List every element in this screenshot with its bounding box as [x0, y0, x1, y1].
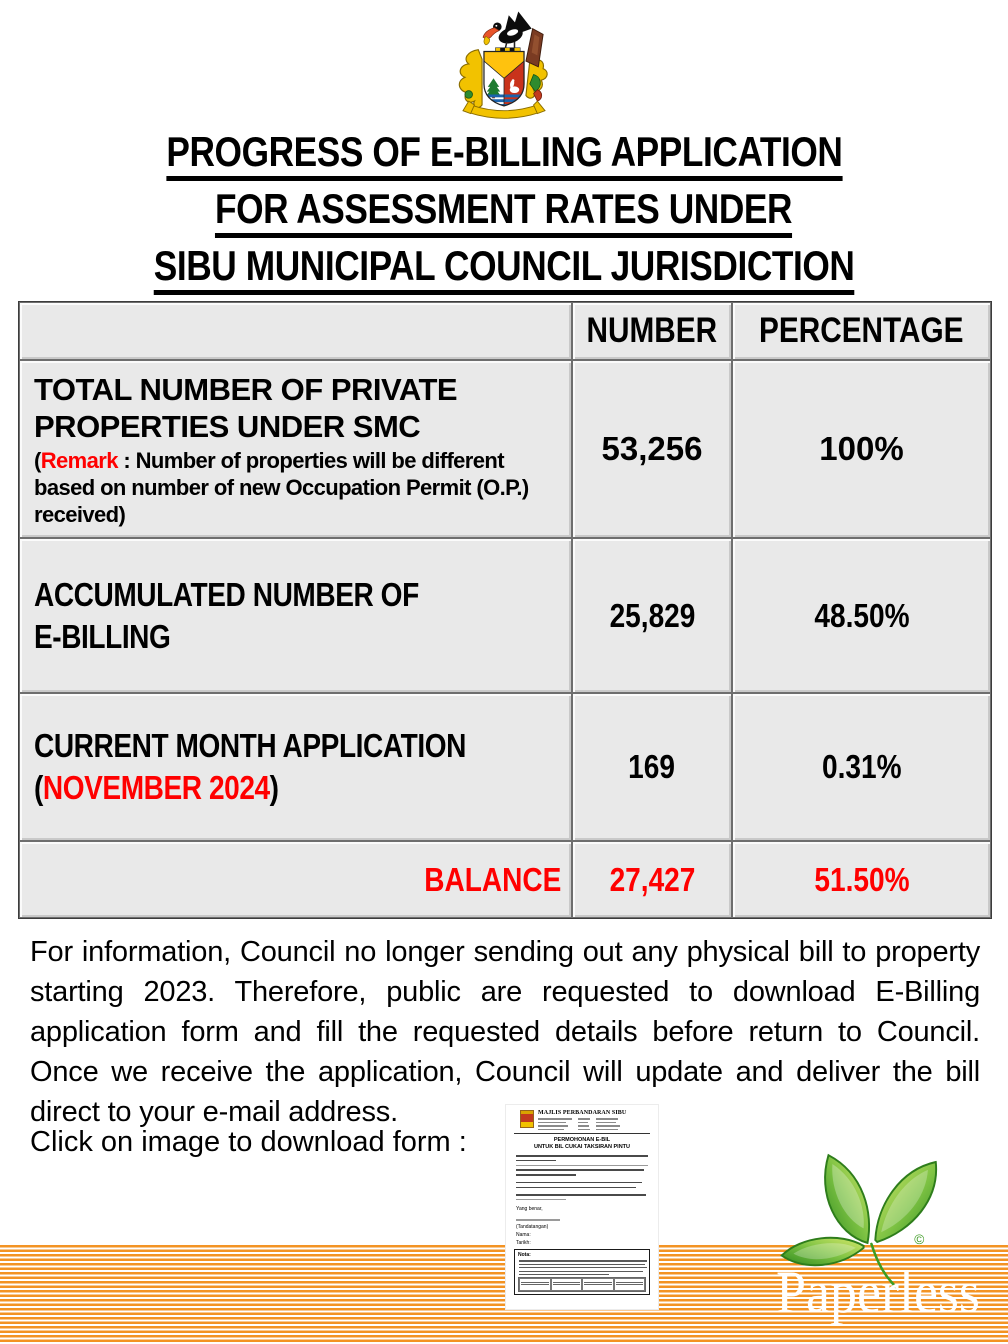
form-closing: Yang benar,: [516, 1206, 543, 1213]
placeholder-line: [519, 1260, 647, 1262]
row-balance-number: 27,427: [609, 860, 695, 898]
form-address-block: [538, 1118, 626, 1130]
row-total-label: TOTAL NUMBER OF PRIVATE PROPERTIES UNDER…: [34, 371, 458, 445]
sibu-council-crest: [442, 4, 566, 127]
crest-icon: [458, 11, 548, 119]
placeholder-line: [516, 1169, 644, 1171]
remark-text: : Number of properties will be different…: [34, 447, 529, 527]
info-paragraph: For information, Council no longer sendi…: [30, 936, 980, 1128]
row-current-paren-close: ): [269, 769, 279, 806]
row-accumulated-number: 25,829: [609, 596, 695, 634]
row-total-line1: TOTAL NUMBER OF PRIVATE: [34, 371, 458, 407]
row-current-percentage-cell: 0.31%: [732, 693, 991, 841]
table-cell: [613, 1278, 645, 1292]
placeholder-line: [516, 1181, 642, 1184]
placeholder-line: [516, 1186, 636, 1189]
form-title-line2: UNTUK BIL CUKAI TAKSIRAN PINTU: [533, 1144, 631, 1150]
column-header-percentage: PERCENTAGE: [759, 311, 964, 350]
row-total-remark: (Remark : Number of properties will be d…: [34, 447, 557, 528]
row-accumulated-percentage-cell: 48.50%: [732, 538, 991, 693]
row-current-percentage: 0.31%: [821, 748, 902, 785]
placeholder-line: [516, 1164, 648, 1167]
form-contact-table: [518, 1277, 646, 1293]
placeholder-line: [516, 1159, 556, 1162]
row-balance-label-cell: BALANCE: [19, 841, 572, 918]
form-body-placeholder: Yang benar, (Tandatangan) Nama: Tarikh:: [512, 1155, 652, 1246]
remark-word: Remark: [40, 447, 119, 473]
ebilling-form-thumbnail[interactable]: MAJLIS PERBANDARAN SIBU PERMOHONAN E-BIL…: [505, 1104, 659, 1310]
placeholder-line: [516, 1219, 560, 1222]
row-current-number-cell: 169: [572, 693, 732, 841]
row-current-label: CURRENT MONTH APPLICATION (NOVEMBER 2024…: [34, 725, 466, 809]
form-letterhead: MAJLIS PERBANDARAN SIBU: [520, 1110, 652, 1130]
form-title-line1: PERMOHONAN E-BIL: [553, 1137, 611, 1143]
row-total-line2: PROPERTIES UNDER SMC: [34, 408, 421, 444]
header-cell-empty: [19, 302, 572, 360]
row-accumulated-number-cell: 25,829: [572, 538, 732, 693]
placeholder-line: [516, 1174, 576, 1176]
table-cell: [519, 1278, 551, 1292]
placeholder-line: [519, 1263, 645, 1265]
form-divider: [514, 1133, 650, 1134]
form-note-label: Nota:: [518, 1252, 531, 1259]
form-org-name: MAJLIS PERBANDARAN SIBU: [538, 1110, 627, 1116]
row-current-line1: CURRENT MONTH APPLICATION: [34, 727, 466, 764]
table-cell: [550, 1278, 582, 1292]
leaves-icon: ©: [780, 1153, 938, 1289]
row-total-percentage-cell: 100%: [732, 360, 991, 538]
row-current-paren-open: (: [34, 769, 43, 806]
row-accumulated-percentage: 48.50%: [813, 596, 910, 634]
form-title: PERMOHONAN E-BIL UNTUK BIL CUKAI TAKSIRA…: [512, 1137, 652, 1151]
column-header-number: NUMBER: [586, 311, 718, 350]
row-balance-percentage: 51.50%: [813, 860, 910, 898]
placeholder-line: [519, 1267, 647, 1269]
copyright-mark: ©: [914, 1232, 924, 1247]
row-balance-percentage-cell: 51.50%: [732, 841, 991, 918]
row-total-percentage: 100%: [819, 430, 904, 467]
placeholder-line: [516, 1198, 566, 1201]
title-line-2: FOR ASSESSMENT RATES UNDER: [215, 185, 793, 238]
form-crest-icon: [520, 1110, 534, 1128]
row-balance-number-cell: 27,427: [572, 841, 732, 918]
form-signature-label: (Tandatangan): [516, 1224, 549, 1231]
table-cell: [582, 1278, 614, 1292]
row-accumulated-label: ACCUMULATED NUMBER OF E-BILLING: [34, 574, 419, 658]
row-accumulated-label-cell: ACCUMULATED NUMBER OF E-BILLING: [19, 538, 572, 693]
form-date-label: Tarikh:: [516, 1240, 531, 1247]
title-line-3: SIBU MUNICIPAL COUNCIL JURISDICTION: [153, 242, 855, 295]
row-total-label-cell: TOTAL NUMBER OF PRIVATE PROPERTIES UNDER…: [19, 360, 572, 538]
placeholder-line: [519, 1270, 643, 1272]
paperless-leaves-logo: ©: [770, 1150, 965, 1297]
paperless-wordmark: Paperless: [776, 1259, 980, 1325]
header-cell-percentage: PERCENTAGE: [732, 302, 991, 360]
form-name-label: Nama:: [516, 1232, 531, 1239]
row-total-number: 53,256: [601, 430, 703, 467]
row-accumulated-line1: ACCUMULATED NUMBER OF: [34, 575, 419, 613]
page-title: PROGRESS OF E-BILLING APPLICATION FOR AS…: [0, 128, 1008, 299]
form-note-box: Nota:: [514, 1249, 650, 1296]
title-line-1: PROGRESS OF E-BILLING APPLICATION: [165, 128, 842, 181]
placeholder-line: [519, 1273, 609, 1276]
progress-table: NUMBER PERCENTAGE TOTAL NUMBER OF PRIVAT…: [18, 301, 992, 919]
placeholder-line: [516, 1194, 646, 1196]
download-prompt: Click on image to download form :: [30, 1126, 467, 1158]
row-current-number: 169: [628, 748, 676, 785]
row-current-month: NOVEMBER 2024: [42, 769, 270, 806]
header-cell-number: NUMBER: [572, 302, 732, 360]
row-balance-label: BALANCE: [423, 860, 561, 898]
placeholder-line: [516, 1155, 648, 1157]
row-current-label-cell: CURRENT MONTH APPLICATION (NOVEMBER 2024…: [19, 693, 572, 841]
row-accumulated-line2: E-BILLING: [34, 617, 171, 655]
row-total-number-cell: 53,256: [572, 360, 732, 538]
remark-paren: (: [34, 447, 41, 473]
